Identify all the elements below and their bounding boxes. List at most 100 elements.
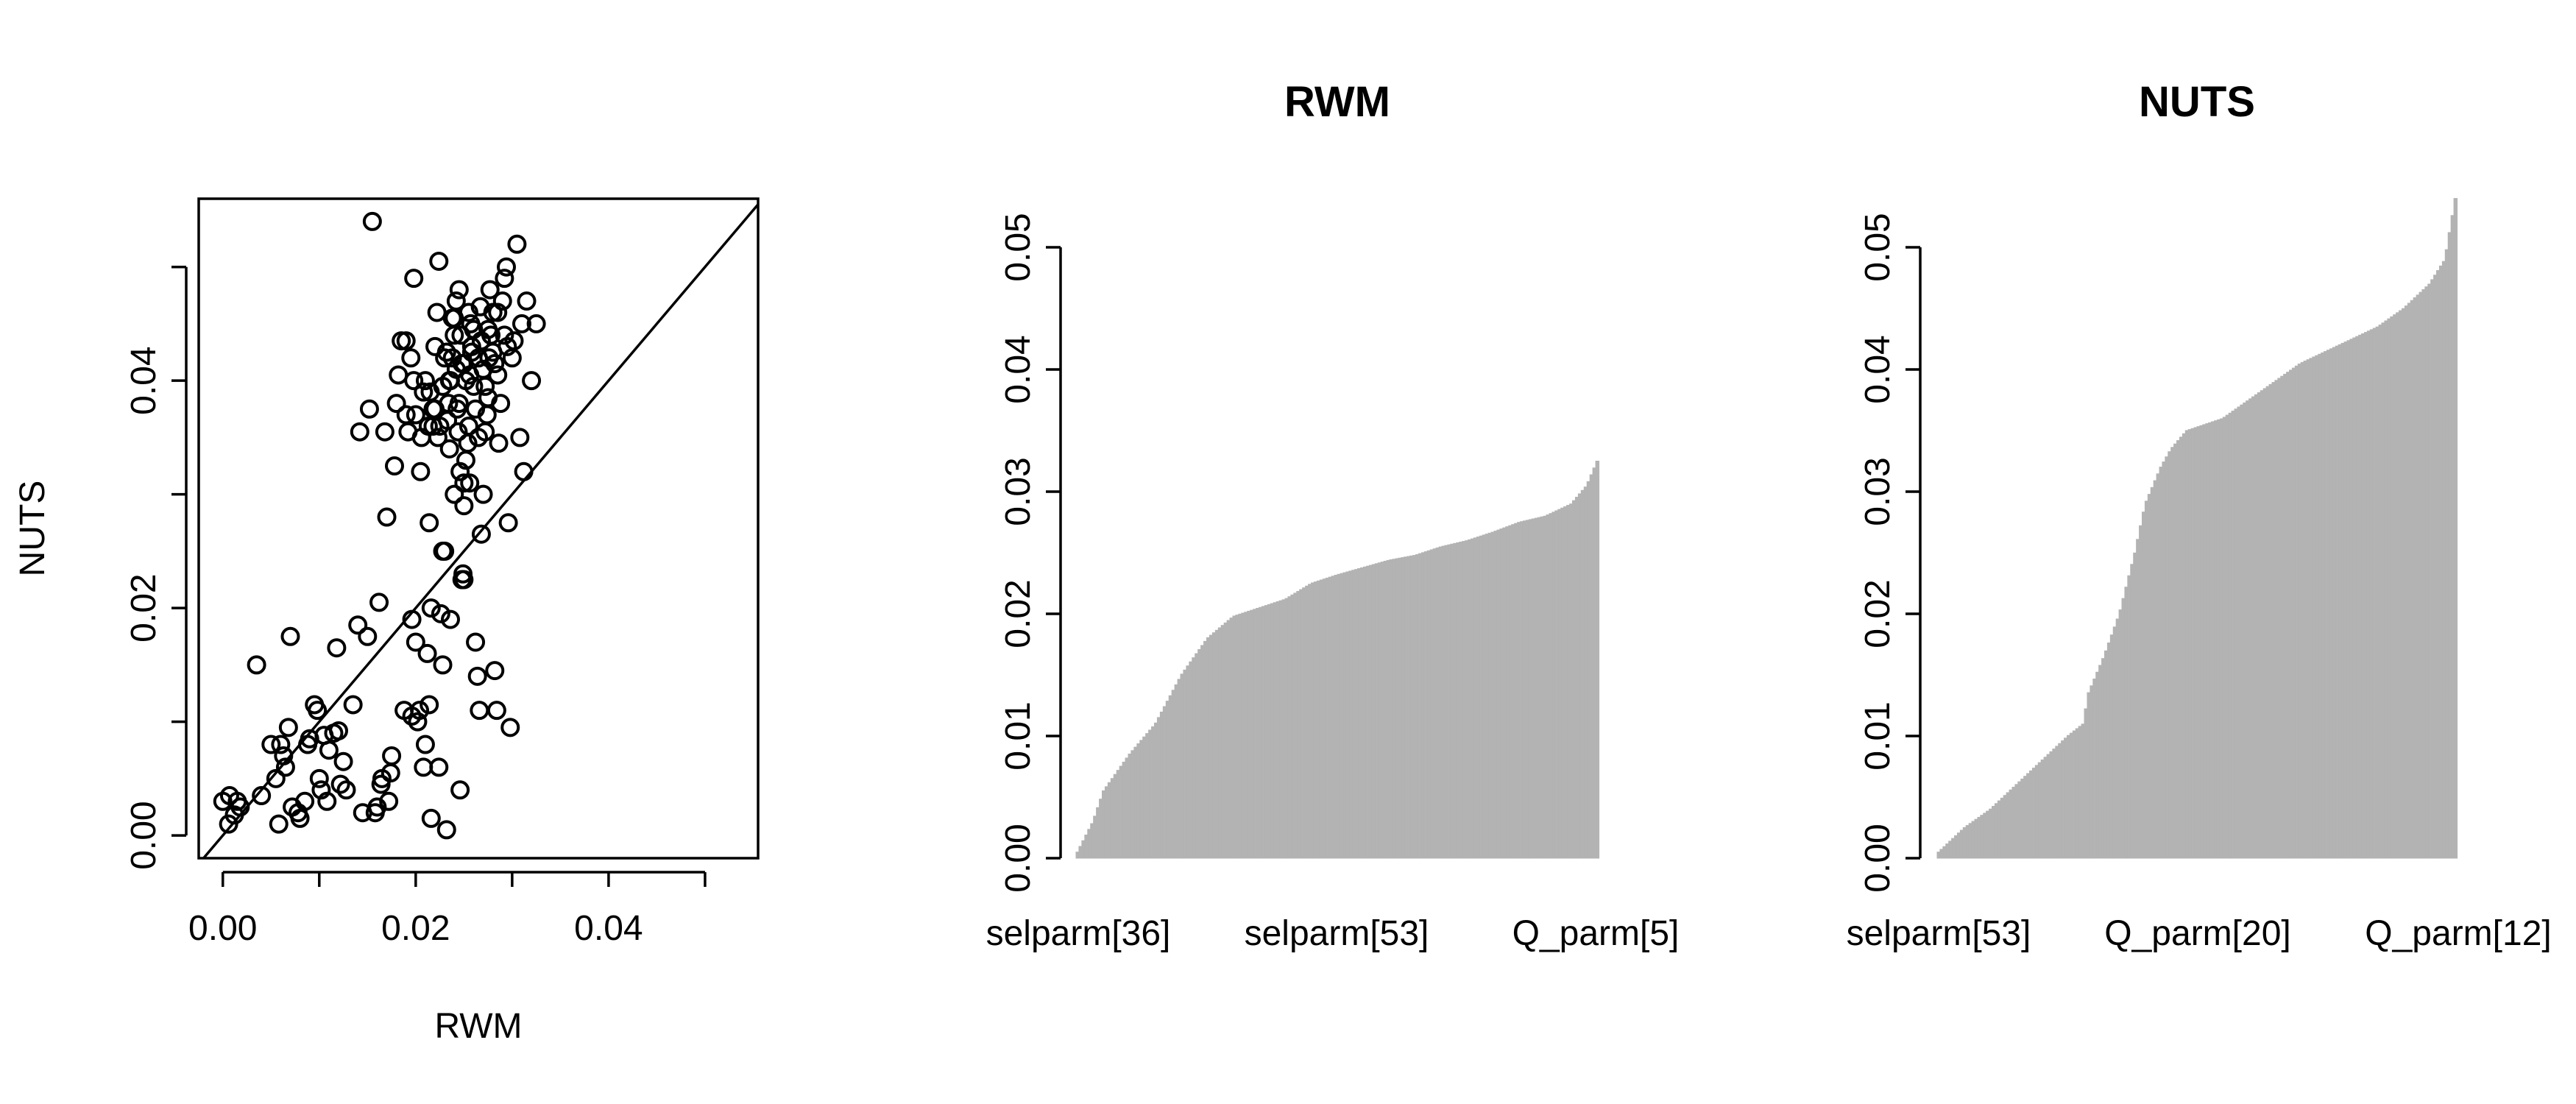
scatter-point (471, 331, 491, 351)
scatter-point (454, 473, 474, 493)
scatter-point (420, 513, 439, 533)
scatter-point (471, 524, 491, 544)
scatter-point (448, 422, 468, 442)
scatter-point (454, 496, 474, 516)
scatter-y-tick-label: 0.04 (124, 346, 163, 414)
y-tick-label: 0.02 (1858, 579, 1897, 648)
scatter-point (290, 808, 310, 828)
x-tick-label: selparm[36] (986, 914, 1171, 953)
scatter-point (489, 434, 509, 453)
rwm-panel-title: RWM (1284, 78, 1390, 126)
scatter-point (396, 331, 416, 351)
scatter-point (309, 768, 329, 788)
x-tick-label: selparm[53] (1847, 914, 2031, 953)
scatter-point (329, 721, 348, 740)
scatter-point (466, 632, 486, 652)
scatter-point (498, 336, 517, 356)
y-tick-label: 0.03 (1858, 457, 1897, 526)
scatter-point (485, 661, 505, 681)
scatter-point (261, 735, 281, 754)
scatter-point (436, 820, 456, 840)
scatter-point (348, 615, 368, 635)
scatter-point (498, 513, 518, 533)
bar (2453, 198, 2458, 859)
scatter-point (362, 211, 382, 231)
scatter-point (431, 604, 450, 623)
x-tick-label: Q_parm[5] (1512, 914, 1680, 953)
scatter-point (278, 718, 298, 737)
scatter-point (327, 638, 347, 658)
nuts-bars (1936, 198, 2458, 859)
y-tick-label: 0.03 (999, 457, 1038, 526)
y-tick-label: 0.00 (1858, 824, 1897, 892)
scatter-point (280, 626, 300, 646)
y-tick-label: 0.04 (999, 335, 1038, 403)
scatter-point (447, 399, 467, 419)
y-tick-label: 0.02 (999, 579, 1038, 648)
scatter-point (266, 768, 286, 788)
scatter-point (470, 701, 489, 721)
scatter-point (500, 718, 520, 737)
scatter-point (379, 791, 399, 811)
scatter-point (319, 740, 339, 760)
scatter-point (486, 701, 506, 721)
rwm-bar-panel: RWM 0.00 0.01 0.02 0.03 0.04 0.05 selparm[36]… (986, 78, 1680, 953)
scatter-point (402, 706, 422, 726)
scatter-point (466, 399, 486, 419)
scatter-x-tick-label: 0.02 (381, 909, 450, 948)
scatter-point (406, 632, 425, 652)
scatter-point (382, 746, 402, 765)
scatter-point (446, 359, 466, 379)
scatter-point (247, 655, 266, 675)
scatter-point (497, 257, 516, 277)
scatter-point (369, 592, 389, 612)
y-tick-label: 0.05 (999, 213, 1038, 281)
scatter-point (429, 251, 449, 271)
scatter-point (385, 456, 404, 476)
scatter-point (475, 376, 495, 396)
scatter-point (459, 416, 478, 436)
y-tick-label: 0.01 (999, 701, 1038, 770)
scatter-point (381, 763, 400, 783)
scatter-point (358, 626, 378, 646)
scatter-point (404, 371, 424, 391)
scatter-point (526, 314, 546, 333)
scatter-point (269, 814, 289, 834)
scatter-point (359, 399, 379, 419)
rwm-bars (1075, 461, 1600, 859)
scatter-point (454, 570, 474, 590)
scatter-point (414, 757, 434, 777)
y-tick-label: 0.05 (1858, 213, 1897, 281)
scatter-point (451, 325, 471, 345)
identity-line (202, 203, 760, 860)
scatter-point (507, 234, 527, 254)
scatter-point (408, 712, 428, 732)
scatter-point (423, 399, 443, 419)
scatter-point (450, 780, 470, 800)
scatter-point (401, 348, 421, 368)
scatter-point (433, 541, 453, 561)
scatter-point (421, 808, 441, 828)
scatter-point (436, 342, 456, 362)
scatter-point (386, 394, 406, 414)
scatter-point (446, 291, 466, 311)
scatter-point (433, 655, 453, 675)
scatter-point (415, 371, 435, 391)
scatter-point (492, 291, 512, 311)
scatter-point (460, 473, 480, 493)
scatter-point (514, 461, 534, 481)
scatter-point (461, 342, 481, 362)
scatter-point (473, 484, 493, 504)
scatter-point (295, 791, 315, 811)
scatter-point (411, 461, 431, 481)
scatter-point (343, 695, 363, 715)
scatter-point (317, 791, 337, 811)
nuts-y-axis: 0.00 0.01 0.02 0.03 0.04 0.05 (1858, 213, 1922, 893)
scatter-plot-box (197, 197, 760, 860)
scatter-point (308, 701, 328, 721)
scatter-point (488, 365, 508, 385)
scatter-point (414, 382, 434, 402)
scatter-point (271, 735, 291, 754)
scatter-point (333, 751, 353, 771)
rwm-x-tick-labels: selparm[36] selparm[53] Q_parm[5] (986, 914, 1680, 953)
